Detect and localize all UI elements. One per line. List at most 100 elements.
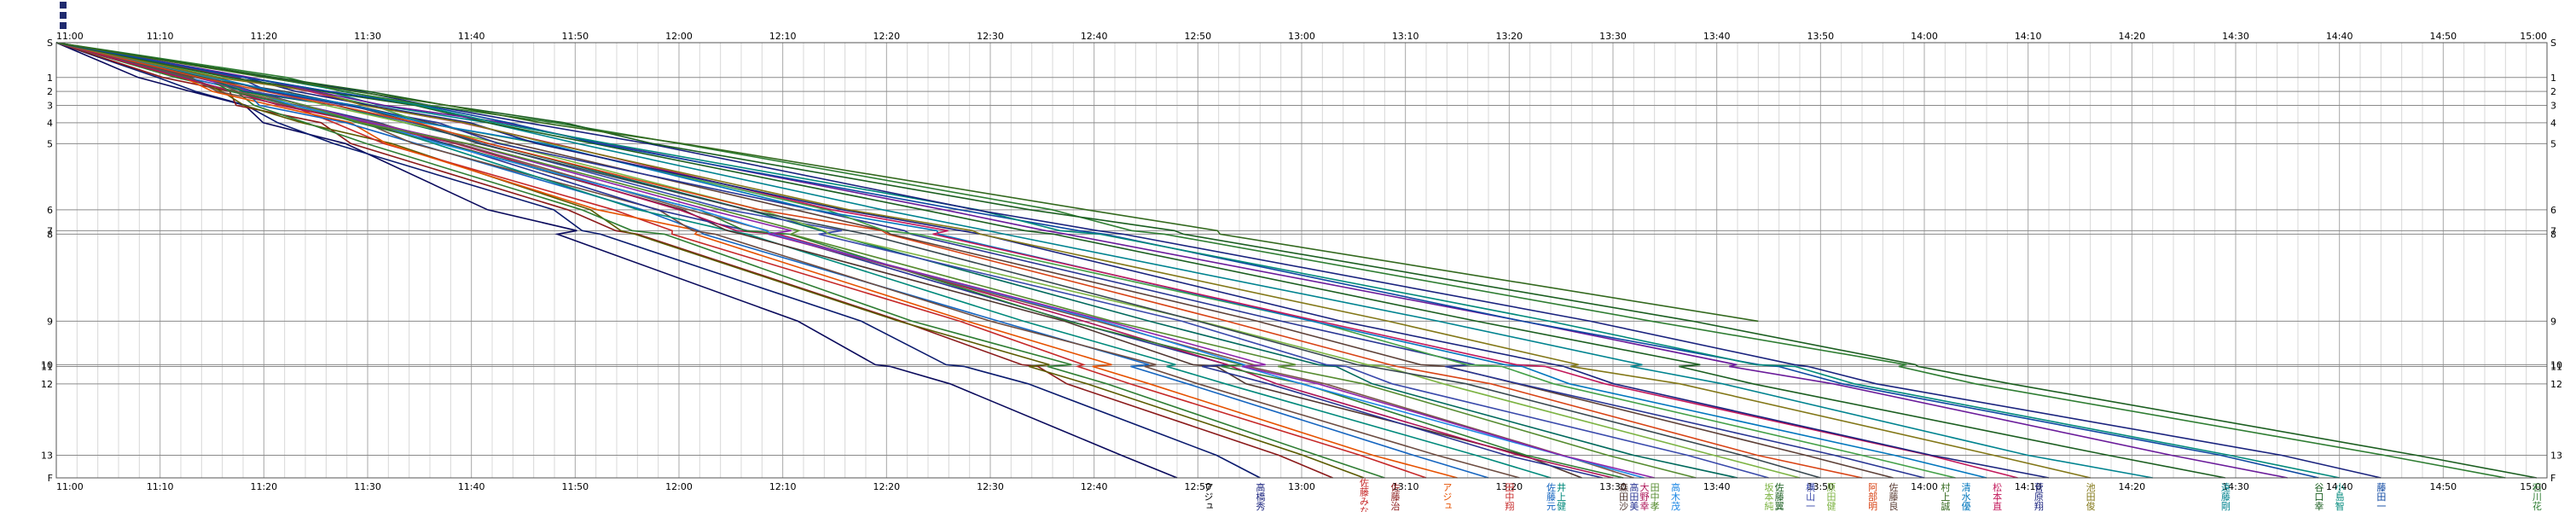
checkpoint-label-left: 2: [47, 86, 53, 97]
finish-label: 石川花: [2531, 483, 2542, 511]
checkpoint-label-right: S: [2550, 38, 2556, 49]
checkpoint-label-left: 7: [47, 225, 53, 236]
finish-label: 原田健: [1825, 483, 1836, 511]
checkpoint-label-left: 1: [47, 73, 53, 84]
finish-label: 谷口幸: [2313, 482, 2324, 511]
x-tick-label-top: 13:30: [1599, 31, 1627, 42]
x-tick-label-bottom: 12:30: [977, 481, 1004, 492]
x-tick-label-top: 12:40: [1081, 31, 1108, 42]
plot-frame: [55, 42, 2548, 479]
minor-grid: [76, 43, 2527, 478]
series-line: [55, 42, 1178, 479]
checkpoint-label-left: 4: [47, 118, 53, 129]
x-tick-label-top: 14:30: [2222, 31, 2249, 42]
x-tick-label-bottom: 13:10: [1392, 481, 1419, 492]
finish-label: 田中孝: [1649, 483, 1660, 511]
checkpoint-label-right: 12: [2550, 379, 2562, 390]
checkpoint-label-left: 10: [41, 359, 53, 370]
finish-label: 佐藤翼: [1773, 481, 1784, 511]
finish-label: アジュ: [1442, 483, 1453, 511]
finish-label: 池田俊: [2085, 482, 2096, 510]
series-line: [55, 42, 2018, 479]
finish-label: 遠藤剛: [2219, 482, 2231, 511]
x-tick-label-top: 14:40: [2326, 31, 2353, 42]
x-tick-label-bottom: 11:40: [458, 481, 485, 492]
series-line: [55, 42, 1365, 479]
series-line: [55, 42, 2050, 479]
x-tick-label-top: 14:20: [2118, 31, 2145, 42]
finish-label: 小島智: [2334, 482, 2345, 511]
x-tick-label-bottom: 12:20: [873, 481, 900, 492]
finish-label: 高橋秀: [1255, 481, 1266, 510]
finish-label: 藤田一: [2376, 482, 2387, 510]
series-line: [55, 42, 1520, 479]
series-line: [55, 42, 1697, 479]
x-tick-label-bottom: 11:00: [56, 481, 84, 492]
x-tick-label-bottom: 13:40: [1703, 481, 1731, 492]
x-tick-label-bottom: 13:30: [1599, 481, 1627, 492]
menu-button-2[interactable]: [60, 12, 67, 19]
finish-label: 田中翔: [1504, 483, 1515, 512]
x-tick-label-top: 11:50: [561, 31, 589, 42]
finish-label: 佐藤良: [1888, 481, 1899, 511]
checkpoint-label-right: 7: [2550, 225, 2556, 236]
series-line: [55, 42, 2506, 479]
x-tick-label-bottom: 11:10: [147, 481, 174, 492]
checkpoint-label-left: 3: [47, 100, 53, 111]
series-line: [55, 42, 1655, 479]
checkpoint-label-left: 11: [41, 361, 53, 372]
checkpoint-label-right: 5: [2550, 138, 2556, 149]
series-line: [55, 42, 1925, 479]
finish-label: 松本直: [1992, 481, 2003, 510]
finish-label: 高木茂: [1670, 481, 1681, 511]
series-line: [55, 42, 2537, 479]
series-line: [55, 42, 2091, 479]
x-tick-label-top: 14:50: [2429, 31, 2457, 42]
checkpoint-label-left: 12: [41, 379, 53, 390]
menu-button-3[interactable]: [60, 22, 67, 29]
x-tick-label-bottom: 12:40: [1081, 481, 1108, 492]
checkpoint-label-left: S: [47, 38, 53, 49]
finish-label: 阿部明: [1867, 482, 1878, 511]
checkpoint-label-right: 10: [2550, 359, 2562, 370]
checkpoint-label-right: 4: [2550, 118, 2556, 129]
finish-label: 井上健: [1556, 481, 1567, 510]
x-tick-label-top: 13:10: [1392, 31, 1419, 42]
x-tick-label-bottom: 14:30: [2222, 481, 2249, 492]
checkpoint-label-right: 1: [2550, 73, 2556, 84]
x-tick-label-bottom: 15:00: [2520, 481, 2547, 492]
checkpoint-label-left: 9: [47, 316, 53, 327]
checkpoint-label-left: F: [48, 473, 53, 484]
checkpoint-label-left: 13: [41, 450, 53, 461]
x-tick-label-top: 15:00: [2520, 31, 2547, 42]
finish-label: 高田美: [1628, 481, 1639, 510]
checkpoint-label-right: 3: [2550, 100, 2556, 111]
series-layer: [55, 42, 2537, 479]
finish-label: 大野幸: [1639, 481, 1650, 511]
x-tick-label-top: 13:00: [1288, 31, 1315, 42]
menu-button-1[interactable]: [60, 2, 67, 9]
series-line: [55, 42, 1634, 479]
checkpoint-label-right: F: [2550, 473, 2556, 484]
x-tick-label-bottom: 13:00: [1288, 481, 1315, 492]
series-line: [55, 42, 1614, 479]
finish-label: アジュ: [1203, 483, 1214, 511]
finish-label: 佐藤元: [1546, 481, 1557, 510]
finish-label: 村上誠: [1940, 481, 1951, 511]
x-tick-label-bottom: 11:50: [561, 481, 589, 492]
series-line: [55, 42, 1624, 479]
x-tick-label-top: 13:20: [1495, 31, 1523, 42]
x-tick-label-top: 12:10: [769, 31, 797, 42]
checkpoint-label-right: 9: [2550, 316, 2556, 327]
x-tick-labels: 11:00 11:00 11:10 11:10 11:20 11:20 11:30 11:30…: [56, 31, 2547, 492]
x-tick-label-top: 13:40: [1703, 31, 1731, 42]
x-tick-label-bottom: 11:30: [354, 481, 381, 492]
x-tick-label-top: 11:40: [458, 31, 485, 42]
x-tick-label-bottom: 12:10: [769, 481, 797, 492]
x-tick-label-top: 13:50: [1807, 31, 1834, 42]
x-tick-label-bottom: 14:00: [1911, 481, 1938, 492]
x-tick-label-bottom: 12:00: [665, 481, 693, 492]
x-tick-label-top: 11:10: [147, 31, 174, 42]
x-tick-label-top: 12:30: [977, 31, 1004, 42]
